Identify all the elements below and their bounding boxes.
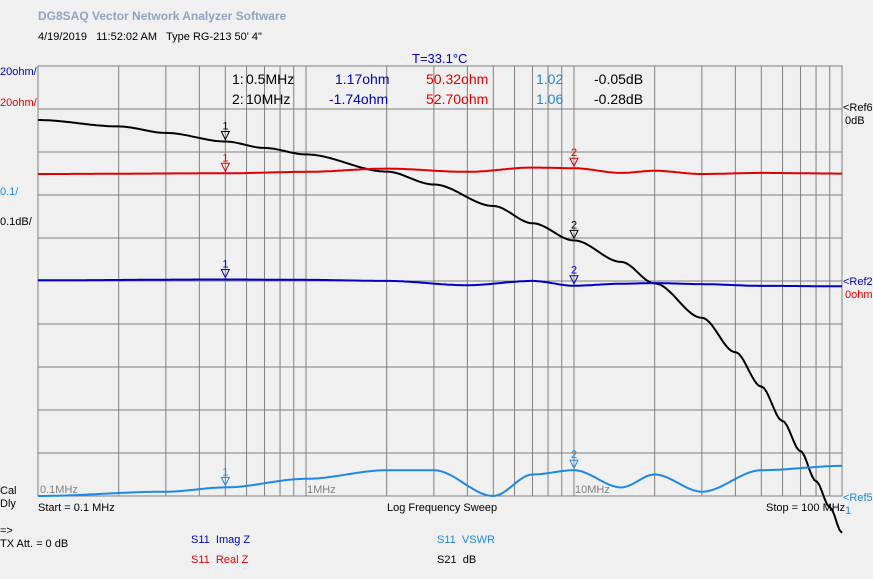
arrow-indicator: => (0, 525, 13, 537)
marker-label: 2 (571, 265, 577, 277)
legend-name: dB (462, 554, 477, 566)
legend-s21-db[interactable]: S21 dB (437, 554, 476, 566)
freq-label-0.1mhz: 0.1MHz (40, 484, 78, 496)
legend-param: S11 (437, 534, 456, 546)
sweep-time: 11:52:02 AM (96, 31, 158, 43)
legend-param: S11 (191, 534, 210, 546)
marker-triangle (220, 162, 231, 173)
realz-scale: 20ohm/ (0, 97, 37, 109)
legend-param: S11 (191, 554, 210, 566)
marker-triangle (569, 275, 579, 285)
tx-attenuation: TX Att. = 0 dB (0, 538, 69, 550)
cal-label: Cal (0, 485, 17, 497)
legend-name: Imag Z (215, 534, 251, 546)
marker-imagz: 1.17ohm (335, 71, 390, 87)
marker-vswr: 1.06 (536, 91, 564, 107)
trace-markers: 1 2 1 2 1 2 1 2 (220, 121, 579, 487)
freq-label-10mhz: 10MHz (575, 484, 610, 496)
type-label: Type RG-213 50' 4" (166, 31, 262, 43)
marker-triangle (569, 229, 579, 240)
marker-id: 2: (232, 91, 244, 107)
marker-triangle (220, 476, 231, 487)
legend-s11-realz[interactable]: S11 Real Z (191, 554, 248, 566)
ref5-value: 1 (845, 505, 852, 517)
marker-label: 1 (222, 258, 228, 270)
marker-label: 2 (571, 219, 577, 231)
temperature-readout: T=33.1°C (412, 51, 468, 66)
marker-triangle (220, 131, 231, 141)
marker-realz: 50.32ohm (426, 71, 489, 87)
marker-label: 1 (222, 152, 228, 164)
ref6-value: 0dB (845, 115, 865, 127)
stop-frequency: Stop = 100 MHz (766, 502, 846, 514)
marker-id: 1: (232, 71, 244, 87)
marker-realz: 52.70ohm (426, 91, 489, 107)
legend-s11-imagz[interactable]: S11 Imag Z (191, 534, 250, 546)
db-scale: 0.1dB/ (0, 216, 32, 228)
sweep-mode: Log Frequency Sweep (387, 502, 498, 514)
marker-freq: 0.5MHz (246, 71, 295, 87)
marker-vswr: 1.02 (536, 71, 564, 87)
trace-s11-vswr (38, 464, 842, 498)
ref6-marker: <Ref6 (843, 102, 873, 114)
legend-param: S21 (437, 554, 457, 566)
trace-s11-real-z (38, 166, 842, 175)
marker-db: -0.28dB (594, 91, 644, 107)
trace-s21-db (38, 119, 843, 534)
marker-label: 2 (571, 449, 577, 461)
marker-triangle (220, 268, 231, 279)
start-frequency: Start = 0.1 MHz (38, 502, 115, 514)
ref5-marker: <Ref5 (843, 492, 873, 504)
marker-freq: 10MHz (246, 91, 291, 107)
dly-label: Dly (0, 498, 16, 510)
marker-triangle (569, 157, 579, 168)
imagz-scale: 20ohm/ (0, 66, 37, 78)
marker-db: -0.05dB (594, 71, 644, 87)
legend-s11-vswr[interactable]: S11 VSWR (437, 534, 495, 546)
marker-label: 1 (222, 466, 228, 478)
marker-imagz: -1.74ohm (329, 91, 389, 107)
legend-name: VSWR (461, 534, 495, 546)
sweep-date: 4/19/2019 (38, 31, 87, 43)
vswr-scale: 0.1/ (0, 186, 19, 198)
trace-s11-imag-z (38, 278, 842, 288)
sweep-info: 4/19/2019 11:52:02 AM Type RG-213 50' 4" (38, 31, 262, 43)
freq-label-1mhz: 1MHz (307, 484, 336, 496)
marker-label: 2 (571, 147, 577, 159)
ref2-marker: <Ref2 (843, 276, 873, 288)
traces (38, 119, 843, 534)
ref2-value: 0ohm (845, 289, 873, 301)
legend-name: Real Z (215, 554, 249, 566)
marker-triangle (569, 459, 579, 470)
marker-label: 1 (222, 121, 228, 133)
app-title: DG8SAQ Vector Network Analyzer Software (38, 9, 287, 23)
